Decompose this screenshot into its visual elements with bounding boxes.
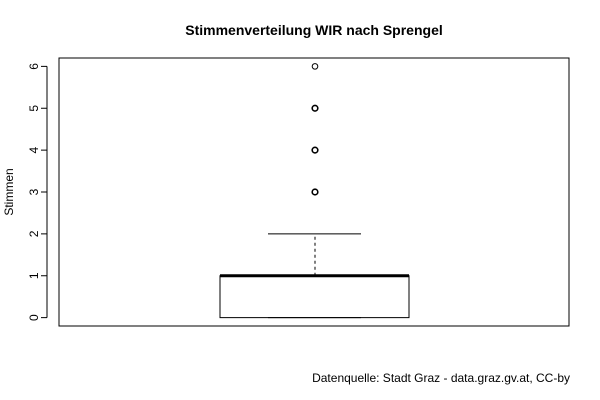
source-caption: Datenquelle: Stadt Graz - data.graz.gv.a… bbox=[312, 371, 570, 385]
y-tick-label: 4 bbox=[27, 146, 41, 153]
outlier-point bbox=[311, 63, 319, 70]
y-tick-label: 0 bbox=[27, 314, 41, 321]
y-tick-label: 2 bbox=[27, 230, 41, 237]
y-tick-label: 3 bbox=[27, 188, 41, 195]
y-tick-label: 6 bbox=[27, 63, 41, 70]
box-iqr bbox=[219, 275, 410, 319]
y-tick-label: 5 bbox=[27, 105, 41, 112]
y-axis-label: Stimmen bbox=[2, 168, 16, 215]
y-tick-label: 1 bbox=[27, 272, 41, 279]
box-group bbox=[219, 63, 410, 319]
chart-title: Stimmenverteilung WIR nach Sprengel bbox=[185, 22, 443, 38]
outlier-point bbox=[311, 146, 319, 154]
plot-frame bbox=[58, 57, 570, 327]
outlier-point bbox=[311, 104, 319, 112]
outlier-point bbox=[311, 188, 319, 196]
y-axis: 0 1 2 3 4 5 6 bbox=[27, 63, 48, 321]
